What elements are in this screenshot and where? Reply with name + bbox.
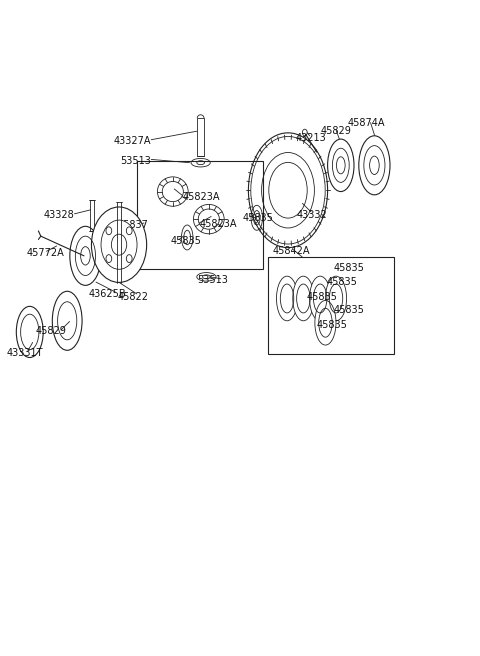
- Text: 43625B: 43625B: [89, 289, 126, 299]
- Ellipse shape: [16, 306, 43, 358]
- Bar: [137, 161, 263, 269]
- Text: 45829: 45829: [36, 326, 67, 337]
- Text: 45835: 45835: [334, 262, 364, 273]
- Text: 43328: 43328: [43, 210, 74, 220]
- Text: 53513: 53513: [120, 155, 151, 166]
- Ellipse shape: [293, 276, 314, 321]
- Text: 45772A: 45772A: [26, 247, 64, 258]
- Text: 43332: 43332: [297, 209, 327, 220]
- Ellipse shape: [249, 133, 327, 247]
- Text: 43327A: 43327A: [114, 136, 151, 146]
- Text: 45835: 45835: [306, 291, 337, 302]
- Bar: [268, 257, 394, 354]
- Text: 45822: 45822: [118, 291, 149, 302]
- Ellipse shape: [101, 220, 137, 269]
- Text: 45835: 45835: [242, 213, 273, 223]
- Text: 45823A: 45823A: [182, 192, 220, 202]
- Text: 53513: 53513: [197, 275, 228, 285]
- Text: 45874A: 45874A: [348, 118, 385, 129]
- Text: 43331T: 43331T: [6, 348, 43, 358]
- Text: 45837: 45837: [118, 220, 148, 230]
- Text: 43213: 43213: [295, 133, 326, 143]
- Ellipse shape: [359, 136, 390, 195]
- Text: 45823A: 45823A: [199, 219, 237, 230]
- Bar: [90, 200, 94, 231]
- Ellipse shape: [52, 291, 82, 350]
- Ellipse shape: [310, 276, 331, 321]
- Ellipse shape: [325, 276, 347, 321]
- Text: 45829: 45829: [321, 126, 351, 136]
- Text: 45835: 45835: [326, 277, 357, 287]
- Ellipse shape: [276, 276, 298, 321]
- Text: 45835: 45835: [334, 305, 364, 316]
- Text: 45835: 45835: [317, 319, 348, 330]
- Ellipse shape: [327, 139, 354, 192]
- Ellipse shape: [91, 207, 147, 282]
- Ellipse shape: [70, 226, 101, 285]
- Ellipse shape: [315, 300, 336, 345]
- Text: 45835: 45835: [170, 236, 201, 247]
- Text: 45842A: 45842A: [273, 245, 310, 256]
- Bar: [197, 118, 204, 156]
